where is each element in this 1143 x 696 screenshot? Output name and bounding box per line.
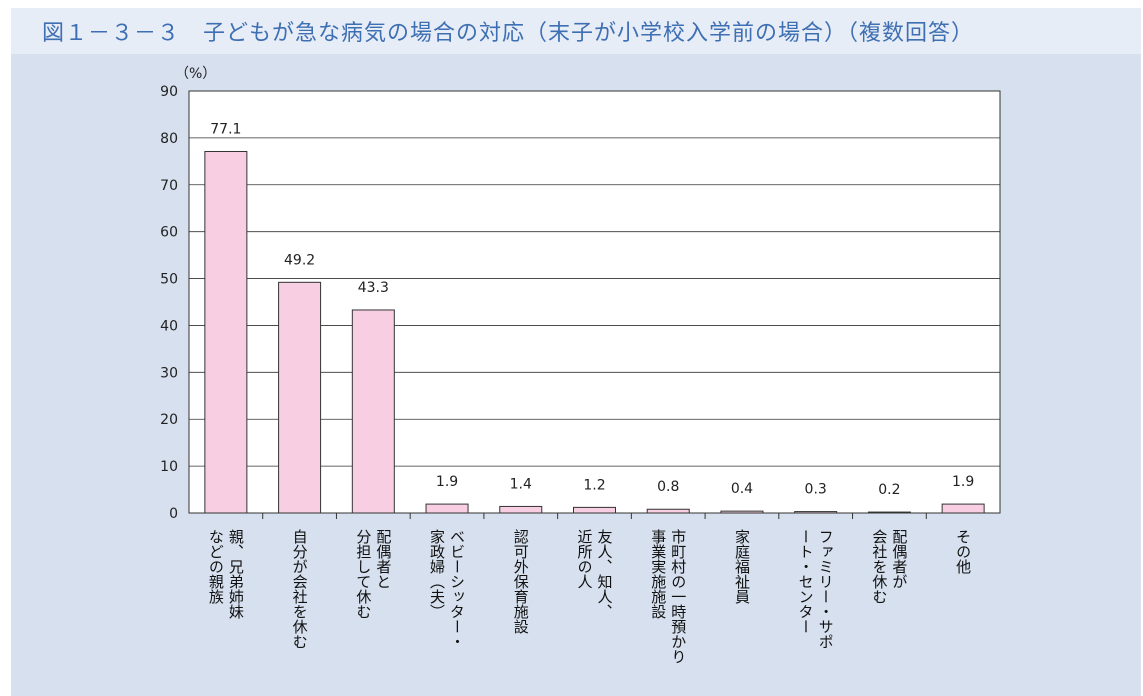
title-bar	[11, 8, 1141, 54]
category-label: 家政婦（夫）	[428, 529, 446, 619]
bar	[867, 511, 911, 514]
value-label: 49.2	[284, 252, 315, 268]
category-label: その他	[954, 529, 972, 575]
y-axis: 0 10 20 30 40 50 60 70 80 90	[160, 84, 178, 522]
bar	[499, 505, 543, 514]
bar	[278, 281, 322, 514]
value-label: 1.2	[583, 477, 605, 493]
value-label: 0.3	[805, 482, 827, 498]
bar	[941, 503, 985, 514]
value-labels: 77.1 49.2 43.3 1.9 1.4 1.2 0.8 0.4 0.3 0.2 1.9	[210, 121, 974, 498]
y-tick-label: 50	[160, 272, 178, 288]
category-label: 認可外保育施設	[512, 529, 530, 634]
y-tick-label: 0	[169, 506, 178, 522]
category-label: 事業実施施設	[649, 529, 667, 619]
category-label: 家庭福祉員	[733, 529, 751, 604]
value-label: 0.2	[878, 482, 900, 498]
category-label: などの親族	[207, 529, 225, 605]
bar	[204, 150, 248, 514]
category-label: 分担して休む	[354, 529, 372, 619]
plot-area	[188, 90, 1001, 514]
bar	[720, 510, 764, 514]
bar	[794, 511, 838, 514]
bar	[646, 508, 690, 514]
value-label: 43.3	[358, 280, 389, 296]
category-label: 親、兄弟姉妹	[227, 529, 245, 619]
category-label: ファミリー・サポ	[817, 529, 835, 649]
gridlines	[189, 137, 1000, 467]
category-label: 友人、知人、	[596, 529, 614, 619]
y-tick-label: 60	[160, 225, 178, 241]
category-label: ート・センター	[797, 529, 815, 634]
y-tick-label: 30	[160, 365, 178, 381]
y-tick-label: 70	[160, 178, 178, 194]
bar	[351, 309, 395, 514]
value-label: 77.1	[210, 121, 241, 137]
category-label: 会社を休む	[870, 529, 888, 604]
value-label: 0.8	[657, 479, 679, 495]
value-label: 1.9	[436, 474, 458, 490]
y-tick-label: 10	[160, 459, 178, 475]
category-label: 自分が会社を休む	[291, 529, 309, 649]
y-tick-label: 80	[160, 131, 178, 147]
category-label: 配偶者と	[374, 529, 392, 589]
bars	[204, 150, 985, 514]
y-tick-label: 90	[160, 84, 178, 100]
y-axis-label: （%）	[175, 66, 216, 82]
value-label: 0.4	[731, 481, 753, 497]
bar	[425, 503, 469, 514]
category-label: 配偶者が	[890, 529, 908, 589]
value-label: 1.9	[952, 474, 974, 490]
value-label: 1.4	[510, 476, 532, 492]
category-label: 近所の人	[576, 529, 594, 589]
category-label: ベビーシッター・	[448, 529, 466, 649]
x-ticks	[262, 513, 927, 519]
bar	[573, 506, 616, 514]
y-tick-label: 20	[160, 412, 178, 428]
y-tick-label: 40	[160, 318, 178, 334]
category-label: 市町村の一時預かり	[669, 529, 687, 664]
chart-title: 図１－３－３ 子どもが急な病気の場合の対応（末子が小学校入学前の場合）（複数回答…	[42, 21, 975, 46]
